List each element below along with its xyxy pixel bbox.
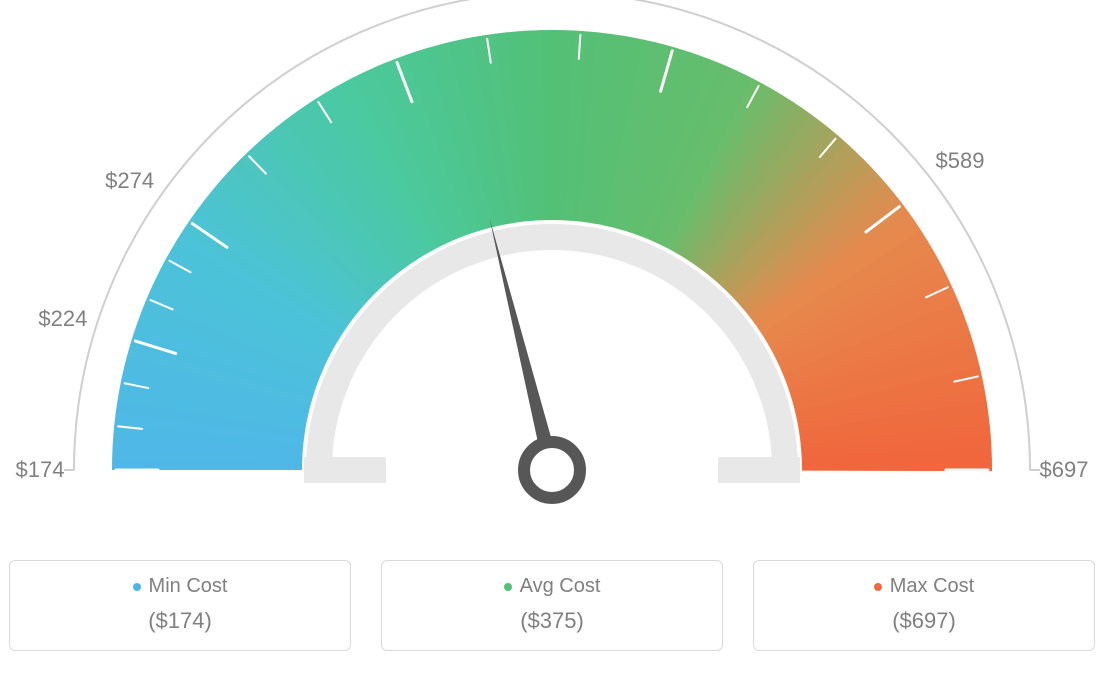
gauge-tick-label: $589: [936, 148, 985, 174]
dot-icon: [504, 583, 512, 591]
legend-avg-title: Avg Cost: [504, 575, 601, 598]
legend-min-title: Min Cost: [133, 575, 228, 598]
legend-max-label: Max Cost: [890, 575, 974, 598]
gauge-svg: [0, 0, 1104, 560]
legend-max-title: Max Cost: [874, 575, 974, 598]
gauge-chart: $174$224$274$375$482$589$697: [0, 0, 1104, 560]
legend-max: Max Cost ($697): [753, 560, 1095, 651]
legend-avg: Avg Cost ($375): [381, 560, 723, 651]
legend-row: Min Cost ($174) Avg Cost ($375) Max Cost…: [0, 560, 1104, 671]
legend-avg-label: Avg Cost: [520, 575, 601, 598]
legend-max-value: ($697): [764, 608, 1084, 634]
dot-icon: [874, 583, 882, 591]
legend-min-label: Min Cost: [149, 575, 228, 598]
gauge-tick-label: $224: [38, 306, 87, 332]
gauge-tick-label: $274: [105, 168, 154, 194]
legend-min-value: ($174): [20, 608, 340, 634]
dot-icon: [133, 583, 141, 591]
gauge-tick-label: $375: [346, 0, 395, 4]
legend-min: Min Cost ($174): [9, 560, 351, 651]
legend-avg-value: ($375): [392, 608, 712, 634]
gauge-tick-label: $174: [16, 457, 65, 483]
gauge-tick-label: $697: [1040, 457, 1089, 483]
